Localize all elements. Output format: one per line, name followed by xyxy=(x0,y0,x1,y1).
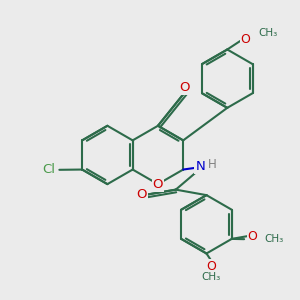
Text: CH₃: CH₃ xyxy=(264,234,284,244)
Text: CH₃: CH₃ xyxy=(202,272,221,282)
Text: H: H xyxy=(208,158,216,171)
Text: O: O xyxy=(241,33,250,46)
Text: Cl: Cl xyxy=(42,163,56,176)
Text: O: O xyxy=(206,260,216,273)
Text: O: O xyxy=(179,81,190,94)
Text: CH₃: CH₃ xyxy=(259,28,278,38)
Text: N: N xyxy=(195,160,205,173)
Text: O: O xyxy=(248,230,257,243)
Text: O: O xyxy=(136,188,147,201)
Text: O: O xyxy=(153,178,163,190)
